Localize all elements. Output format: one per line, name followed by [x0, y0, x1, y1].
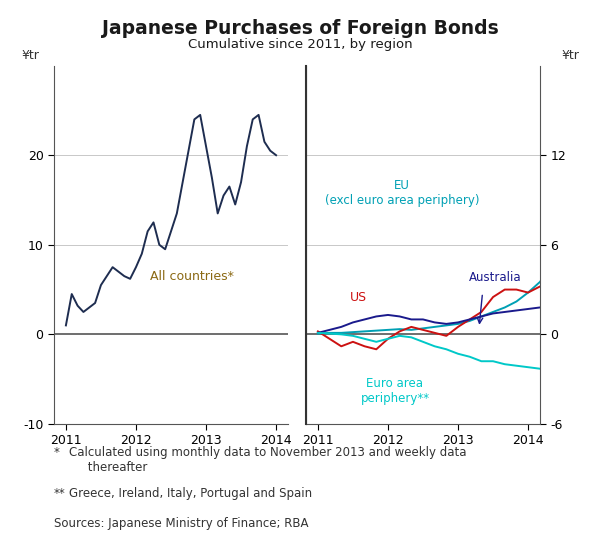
Text: US: US: [349, 290, 367, 304]
Text: ¥tr: ¥tr: [21, 49, 39, 62]
Text: Japanese Purchases of Foreign Bonds: Japanese Purchases of Foreign Bonds: [101, 19, 499, 38]
Text: Cumulative since 2011, by region: Cumulative since 2011, by region: [188, 38, 412, 51]
Text: EU
(excl euro area periphery): EU (excl euro area periphery): [325, 178, 479, 207]
Text: **: **: [54, 487, 66, 500]
Text: Calculated using monthly data to November 2013 and weekly data
     thereafter: Calculated using monthly data to Novembe…: [69, 446, 467, 474]
Text: *: *: [54, 446, 60, 459]
Text: Sources: Japanese Ministry of Finance; RBA: Sources: Japanese Ministry of Finance; R…: [54, 517, 308, 530]
Text: ¥tr: ¥tr: [562, 49, 580, 62]
Text: All countries*: All countries*: [150, 270, 234, 283]
Text: Australia: Australia: [469, 271, 521, 284]
Text: Greece, Ireland, Italy, Portugal and Spain: Greece, Ireland, Italy, Portugal and Spa…: [69, 487, 312, 500]
Text: Euro area
periphery**: Euro area periphery**: [361, 377, 430, 405]
